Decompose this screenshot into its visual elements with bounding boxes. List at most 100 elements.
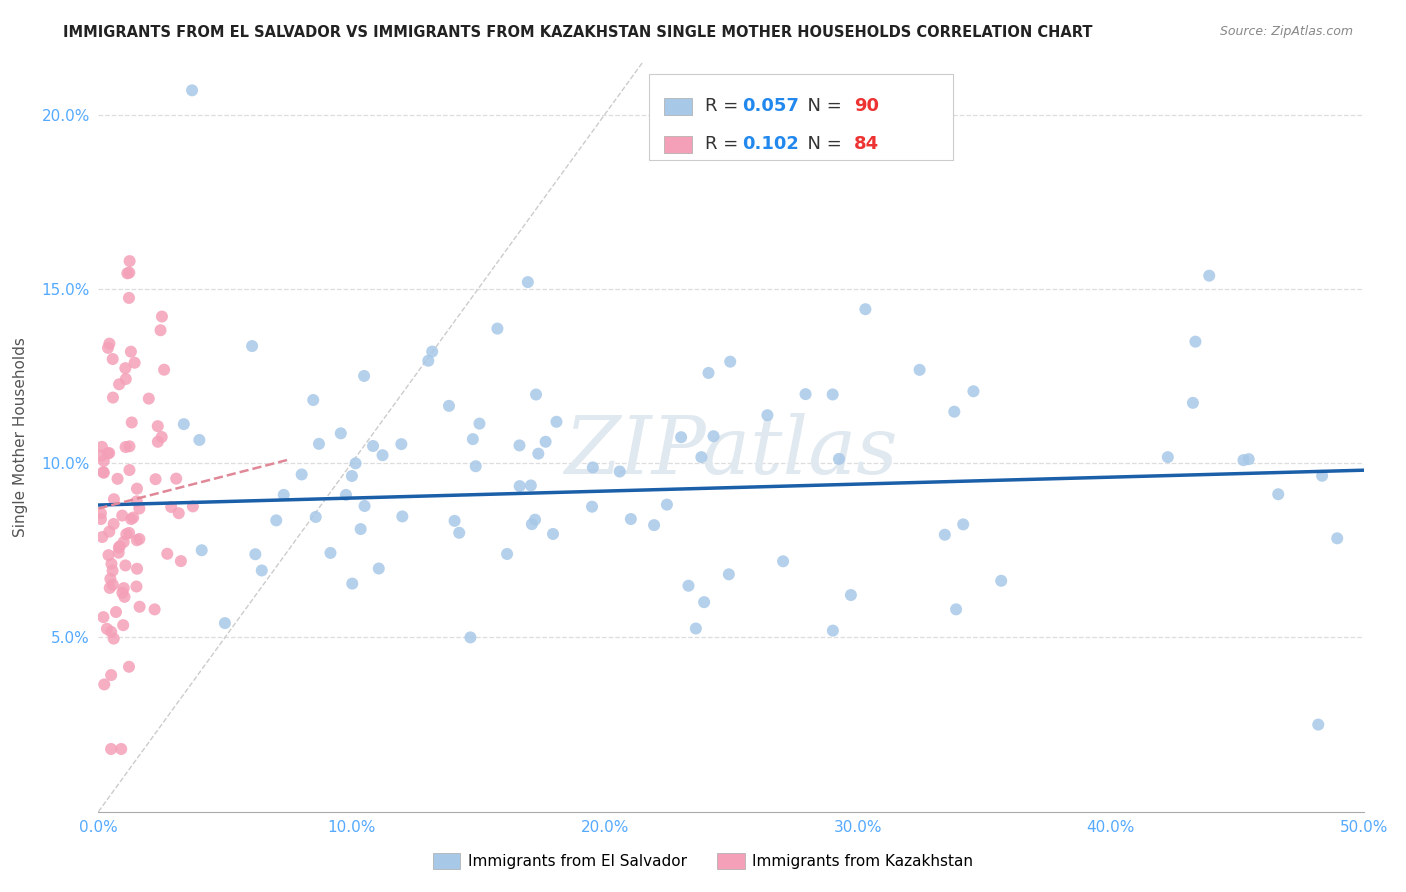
Point	[91, 465, 114, 479]
Point	[821, 624, 844, 638]
Point	[449, 525, 471, 540]
Point	[962, 384, 984, 399]
Point	[114, 558, 136, 573]
Point	[125, 580, 148, 594]
Point	[273, 488, 295, 502]
Point	[181, 83, 204, 97]
Point	[100, 668, 122, 682]
Point	[342, 576, 364, 591]
Point	[100, 557, 122, 571]
Point	[524, 387, 547, 401]
Point	[181, 500, 204, 514]
Point	[508, 438, 530, 452]
Point	[120, 512, 142, 526]
Point	[214, 616, 236, 631]
Point	[91, 440, 114, 454]
FancyBboxPatch shape	[648, 74, 953, 160]
Text: 0.057: 0.057	[742, 97, 800, 115]
Point	[305, 510, 328, 524]
Point	[620, 512, 643, 526]
Point	[138, 392, 160, 406]
Point	[581, 500, 603, 514]
Point	[1310, 468, 1333, 483]
Point	[643, 518, 665, 533]
Point	[609, 465, 631, 479]
FancyBboxPatch shape	[664, 136, 692, 153]
Point	[945, 602, 967, 616]
Point	[291, 467, 314, 482]
Point	[98, 581, 121, 595]
Point	[516, 275, 538, 289]
Point	[443, 514, 465, 528]
Point	[361, 439, 384, 453]
Point	[118, 291, 141, 305]
Point	[534, 434, 557, 449]
Point	[353, 499, 375, 513]
Point	[90, 449, 112, 463]
Point	[245, 547, 267, 561]
Point	[121, 416, 143, 430]
Point	[112, 535, 135, 549]
Point	[156, 547, 179, 561]
Point	[153, 362, 176, 376]
Point	[103, 492, 125, 507]
Point	[655, 498, 678, 512]
Point	[170, 554, 193, 568]
Point	[173, 417, 195, 432]
Point	[118, 439, 141, 453]
Point	[582, 460, 605, 475]
Point	[165, 472, 187, 486]
Text: R =: R =	[704, 136, 744, 153]
Point	[509, 479, 531, 493]
Point	[335, 488, 357, 502]
Point	[125, 562, 148, 576]
Text: N =: N =	[796, 97, 848, 115]
Text: 0.102: 0.102	[742, 136, 800, 153]
Point	[828, 451, 851, 466]
Point	[128, 501, 150, 516]
Point	[821, 387, 844, 401]
Point	[693, 595, 716, 609]
Point	[145, 472, 167, 486]
Point	[190, 543, 212, 558]
Point	[188, 433, 211, 447]
Point	[1184, 334, 1206, 349]
Point	[118, 463, 141, 477]
Point	[420, 344, 443, 359]
Point	[150, 430, 173, 444]
Point	[149, 323, 172, 337]
FancyBboxPatch shape	[664, 98, 692, 115]
Point	[952, 517, 974, 532]
Point	[93, 610, 115, 624]
Point	[934, 527, 956, 541]
Point	[125, 482, 148, 496]
Point	[855, 302, 877, 317]
Point	[98, 446, 121, 460]
Point	[1181, 396, 1204, 410]
Point	[350, 522, 373, 536]
Point	[389, 437, 412, 451]
Point	[100, 572, 122, 586]
Point	[122, 510, 145, 524]
Point	[125, 494, 148, 508]
Point	[103, 516, 125, 531]
Point	[110, 742, 132, 756]
Point	[101, 564, 124, 578]
Point	[1157, 450, 1180, 464]
Point	[250, 564, 273, 578]
Point	[118, 525, 141, 540]
Point	[143, 602, 166, 616]
Point	[264, 513, 287, 527]
Point	[118, 254, 141, 268]
Point	[100, 624, 122, 639]
Point	[105, 605, 128, 619]
Point	[943, 405, 966, 419]
Point	[496, 547, 519, 561]
Point	[115, 527, 138, 541]
Point	[546, 415, 568, 429]
Point	[107, 472, 129, 486]
Point	[464, 459, 486, 474]
Point	[678, 579, 700, 593]
Point	[108, 541, 131, 555]
Point	[319, 546, 342, 560]
